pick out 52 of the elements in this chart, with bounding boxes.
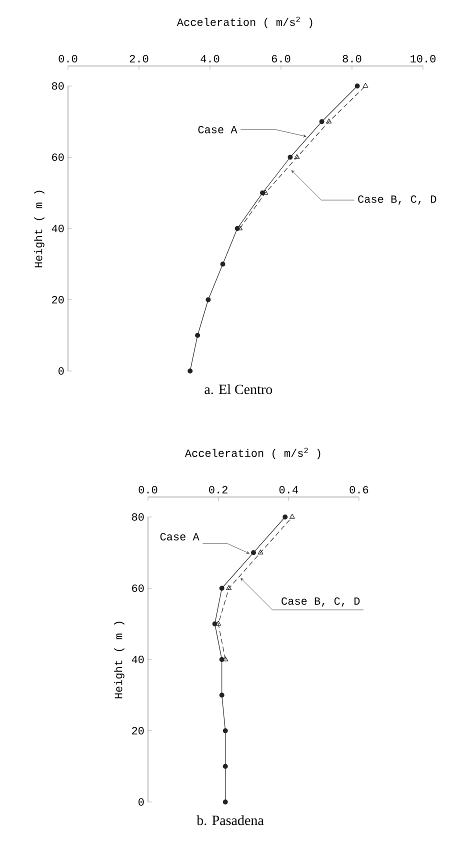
point [222, 656, 228, 662]
y-axis-title: Height ( m ) [34, 190, 44, 268]
point [222, 764, 228, 769]
y-tick-label: 20 [52, 296, 64, 304]
point [354, 84, 360, 88]
annotation: Case A [198, 126, 238, 134]
y-tick-label: 40 [52, 224, 64, 232]
point [222, 799, 228, 804]
y-tick-label: 80 [52, 82, 64, 90]
point [226, 585, 232, 590]
y-tick-label: 60 [132, 584, 144, 592]
x-tick-label: 0.0 [138, 486, 158, 494]
point [250, 550, 256, 556]
point [258, 550, 264, 554]
x-tick-label: 6.0 [272, 55, 290, 62]
point [219, 586, 224, 591]
x-tick-label: 4.0 [200, 55, 220, 62]
y-tick-label: 0 [138, 798, 144, 806]
point [216, 620, 222, 626]
point [326, 118, 332, 124]
x-tick-label: 2.0 [130, 55, 148, 62]
x-tick-label: 10.0 [410, 55, 436, 62]
point [188, 368, 193, 374]
x-tick-label: 8.0 [342, 55, 362, 62]
y-tick-label: 40 [132, 656, 144, 664]
y-axis-title: Height ( m ) [114, 622, 124, 698]
x-tick-label: 0.2 [209, 486, 228, 494]
point [282, 514, 288, 520]
point [362, 82, 368, 88]
text: Acceleration ( m/s$^{2}$ ) [176, 16, 312, 28]
text: b. Pasadena [196, 815, 264, 826]
point [219, 692, 224, 698]
annotation: Case A [160, 532, 200, 540]
point [288, 154, 293, 160]
point [222, 728, 228, 734]
x-tick-label: 0.4 [279, 486, 298, 494]
point [220, 262, 226, 267]
point [206, 297, 211, 302]
text: a. El Centro [204, 384, 272, 394]
point [289, 514, 295, 519]
annotation: Case B, C, D [358, 195, 436, 205]
point [195, 332, 200, 338]
y-tick-label: 80 [132, 513, 144, 521]
x-tick-label: 0.6 [350, 486, 368, 494]
point [319, 119, 324, 124]
x-tick-label: 0.0 [58, 55, 78, 62]
y-tick-label: 0 [58, 367, 64, 375]
point [294, 154, 300, 159]
y-tick-label: 20 [132, 727, 144, 734]
annotation: Case B, C, D [282, 597, 360, 607]
text: Acceleration ( m/s$^{2}$ ) [184, 448, 320, 460]
y-tick-label: 60 [52, 154, 64, 161]
